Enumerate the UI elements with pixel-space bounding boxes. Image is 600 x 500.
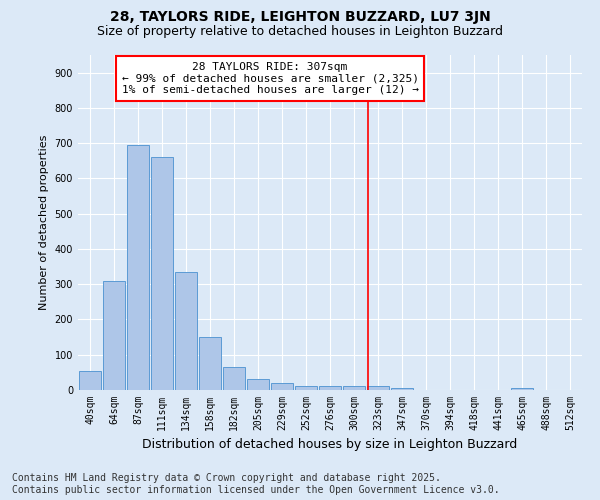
Bar	[79, 370, 101, 390]
Bar	[367, 386, 389, 390]
Bar	[127, 145, 149, 390]
Bar	[103, 280, 125, 390]
Bar	[391, 388, 413, 390]
Bar	[343, 386, 365, 390]
Bar	[151, 158, 173, 390]
Bar	[223, 367, 245, 390]
Text: Size of property relative to detached houses in Leighton Buzzard: Size of property relative to detached ho…	[97, 25, 503, 38]
Bar	[319, 386, 341, 390]
Text: Contains HM Land Registry data © Crown copyright and database right 2025.
Contai: Contains HM Land Registry data © Crown c…	[12, 474, 500, 495]
Bar	[199, 337, 221, 390]
Bar	[295, 386, 317, 390]
Bar	[511, 388, 533, 390]
X-axis label: Distribution of detached houses by size in Leighton Buzzard: Distribution of detached houses by size …	[142, 438, 518, 452]
Text: 28, TAYLORS RIDE, LEIGHTON BUZZARD, LU7 3JN: 28, TAYLORS RIDE, LEIGHTON BUZZARD, LU7 …	[110, 10, 490, 24]
Text: 28 TAYLORS RIDE: 307sqm
← 99% of detached houses are smaller (2,325)
1% of semi-: 28 TAYLORS RIDE: 307sqm ← 99% of detache…	[121, 62, 419, 96]
Bar	[247, 378, 269, 390]
Y-axis label: Number of detached properties: Number of detached properties	[39, 135, 49, 310]
Bar	[271, 383, 293, 390]
Bar	[175, 272, 197, 390]
